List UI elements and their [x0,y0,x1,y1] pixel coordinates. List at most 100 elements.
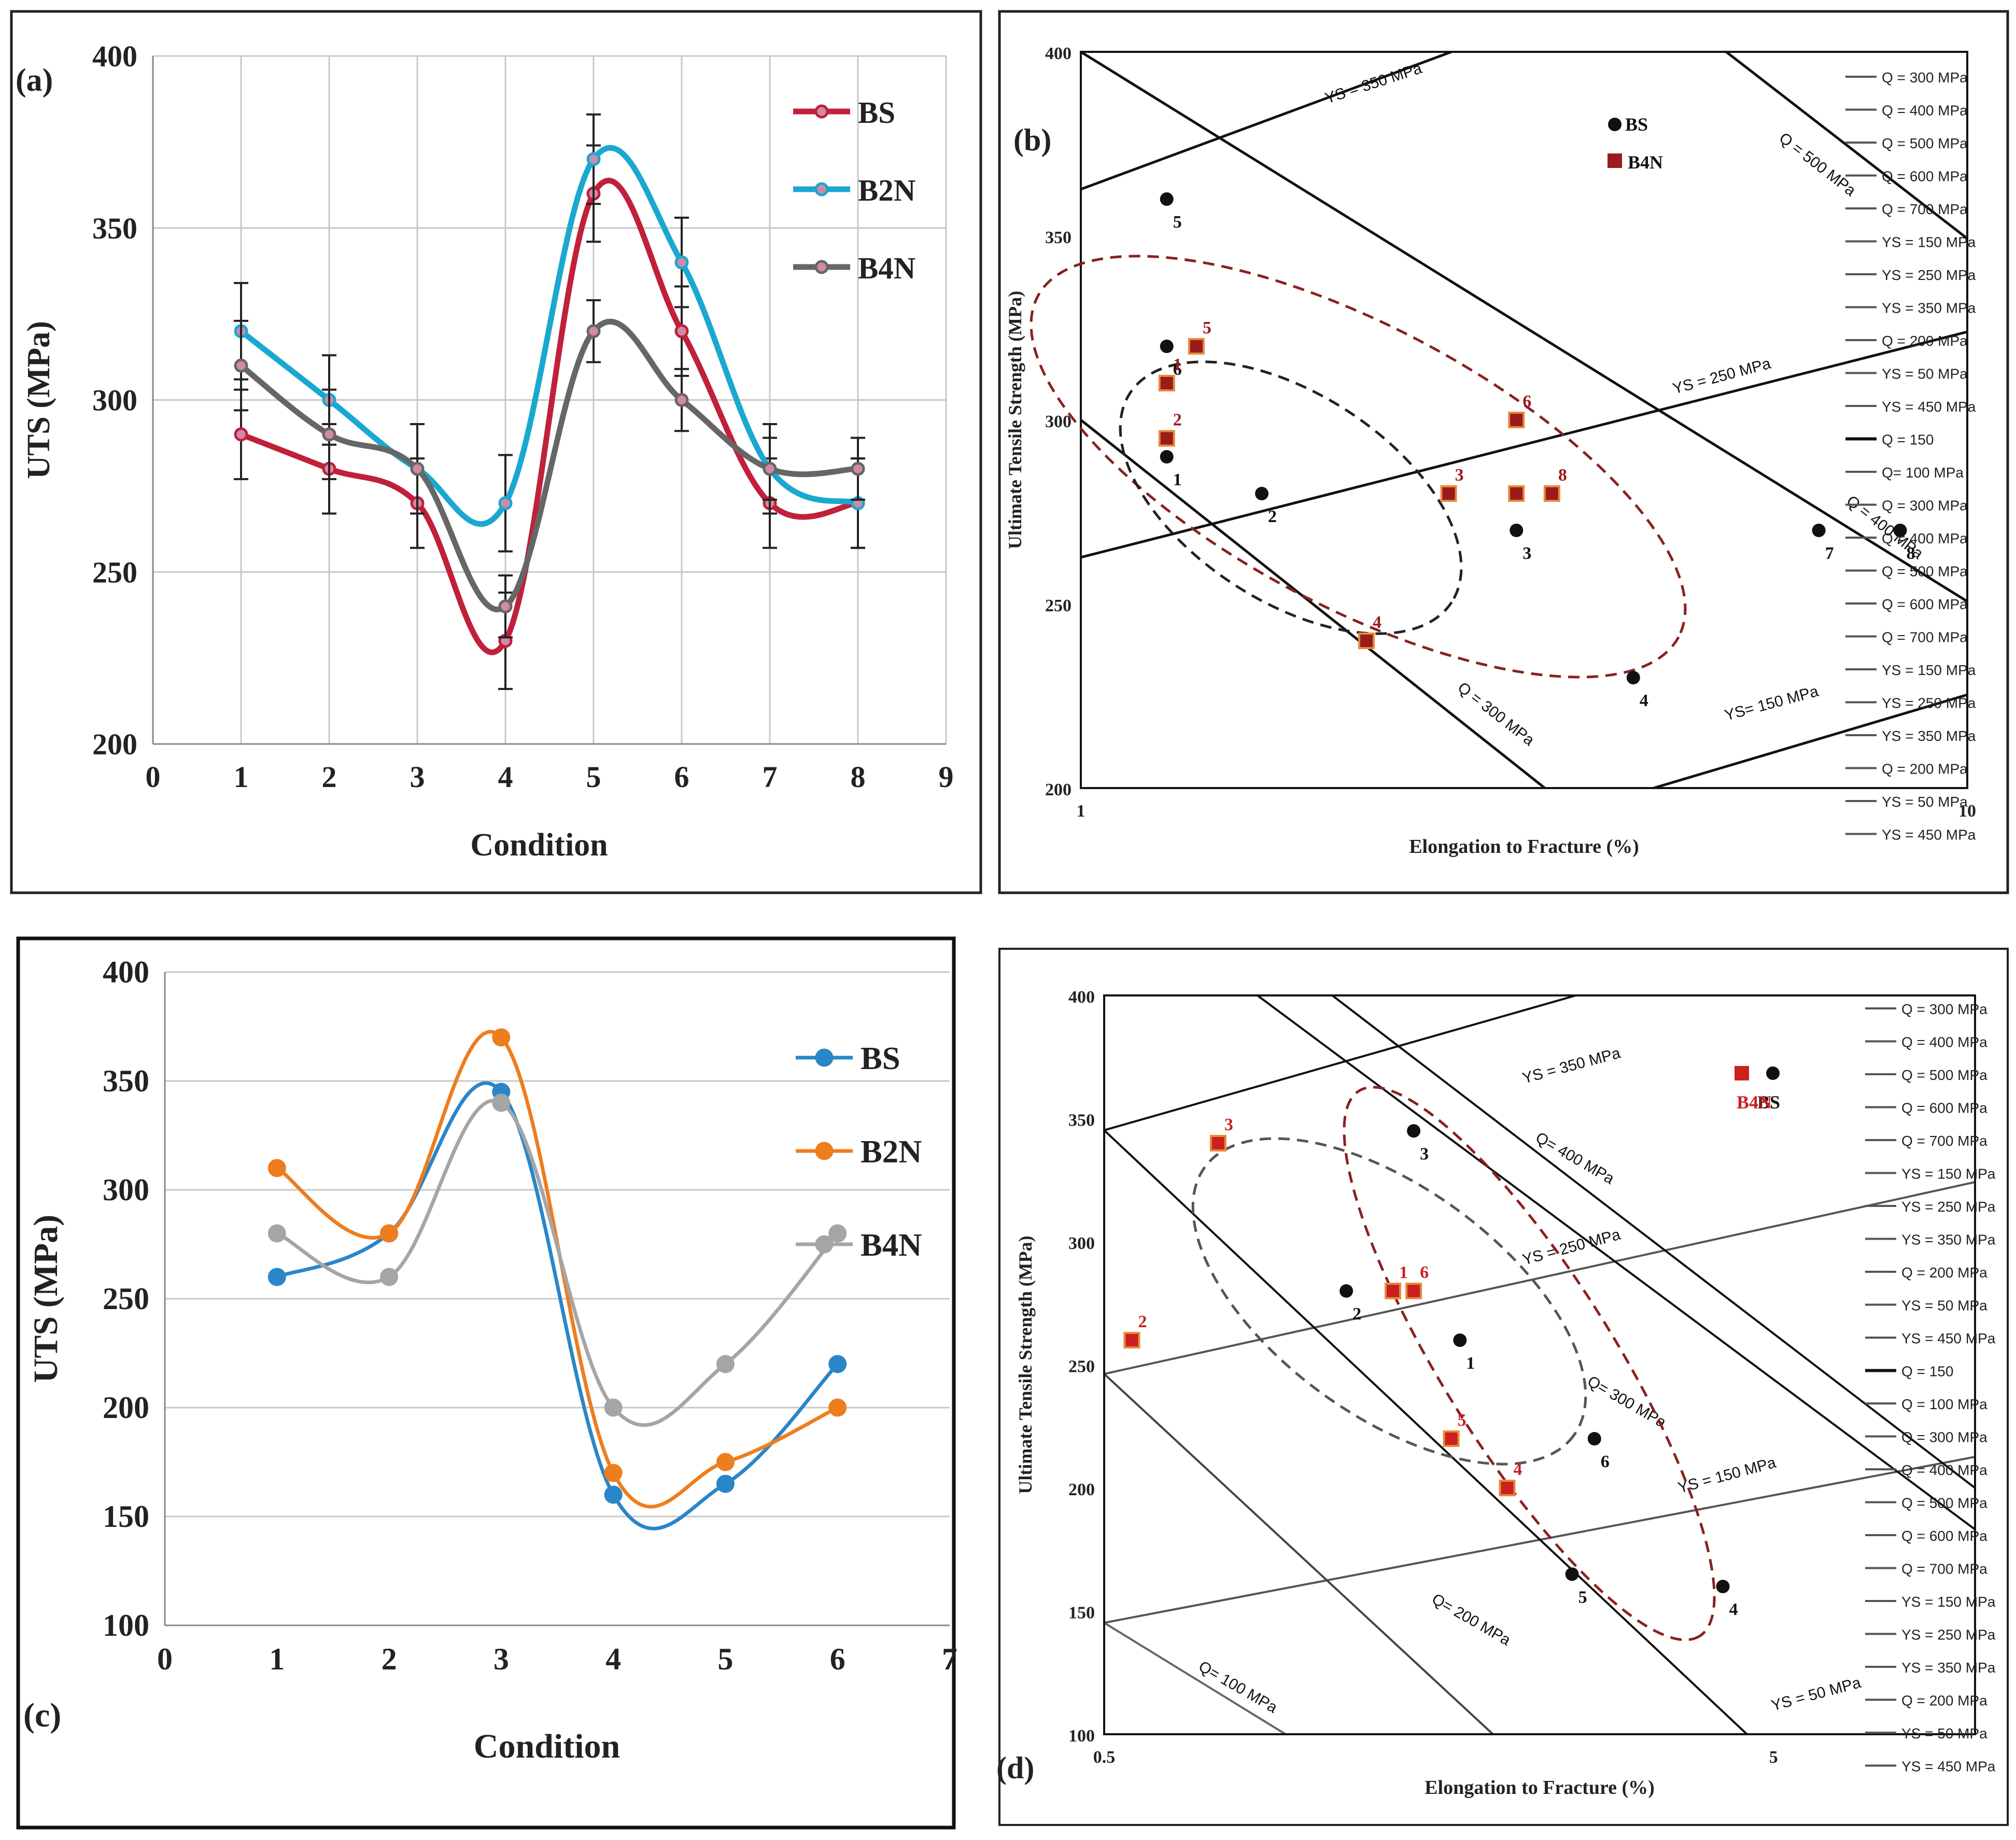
legend-marker-b2n [814,182,829,196]
data-point-label-b4n: 4 [1373,613,1381,632]
x-tick-label: 0 [146,760,161,794]
iso-legend-label: Q = 300 MPa [1901,1429,1987,1445]
x-tick-label: 7 [763,760,778,794]
series-line-bs [240,177,858,655]
data-point-bs [828,1355,847,1373]
x-tick-label: 10 [1958,802,1976,821]
data-point-label-bs: 7 [1825,544,1834,563]
legend-marker-b4n [814,260,829,274]
iso-legend-label: YS = 450 MPa [1882,399,1976,415]
iso-legend-label: YS = 150 MPa [1901,1594,1996,1610]
data-point-label-bs: 2 [1352,1304,1361,1324]
legend-label-bs: BS [1757,1092,1780,1113]
data-point-label-bs: 4 [1640,691,1648,710]
x-axis-title: Condition [474,1727,620,1765]
data-point-b4n [1508,412,1525,428]
data-point-b4n [851,461,865,476]
data-point-bs [1565,1567,1579,1581]
data-point-label-bs: 3 [1522,544,1531,563]
data-point-b2n [492,1028,511,1047]
data-point-b2n [828,1398,847,1417]
data-point-bs [1893,524,1907,537]
data-point-bs [1587,1432,1601,1445]
y-tick-label: 400 [1068,988,1095,1007]
iso-line-label: YS = 150 MPa [1676,1454,1778,1497]
iso-legend-label: Q = 400 MPa [1901,1034,1987,1050]
data-point-label-bs: 1 [1466,1354,1475,1373]
x-tick-label: 0 [157,1642,173,1676]
iso-legend-label: YS = 150 MPa [1882,662,1976,678]
y-tick-label: 200 [92,727,137,761]
data-point-b4n [1508,485,1525,502]
y-axis-title: UTS (MPa) [21,321,57,479]
x-tick-label: 5 [717,1642,733,1676]
data-point-bs [1716,1580,1730,1593]
x-tick-label: 8 [851,760,866,794]
legend-label-b4n: B4N [861,1227,922,1263]
panel-label: (c) [23,1696,61,1734]
y-axis-title: Ultimate Tensile Strength (MPa) [1005,291,1025,549]
iso-legend-label: Q = 150 [1882,432,1934,448]
y-tick-label: 300 [1045,412,1072,431]
iso-legend-label: Q = 600 MPa [1882,168,1968,185]
legend-marker-bs [814,104,829,119]
data-point-label-b4n: 6 [1420,1263,1429,1282]
x-tick-label: 7 [942,1642,957,1676]
iso-legend-label: Q = 700 MPa [1901,1133,1987,1149]
x-tick-label: 4 [605,1642,621,1676]
data-point-b4n [828,1224,847,1243]
iso-legend-label: YS = 50 MPa [1901,1298,1987,1314]
iso-legend-label: Q = 700 MPa [1901,1561,1987,1577]
data-point-b2n [267,1159,286,1177]
iso-legend-label: Q = 100 MPa [1901,1396,1987,1412]
iso-line [1081,52,1967,603]
data-point-label-bs: 8 [1907,544,1915,563]
data-point-b4n [1385,1283,1402,1299]
data-point-label-b4n: 4 [1513,1460,1522,1479]
iso-legend-label: YS = 350 MPa [1882,728,1976,744]
y-axis-title: Ultimate Tensile Strength (MPa) [1015,1235,1036,1494]
iso-legend-label: Q = 500 MPa [1882,564,1968,580]
iso-legend-label: YS = 450 MPa [1882,827,1976,843]
data-point-b4n [1499,1480,1516,1496]
x-tick-label: 0.5 [1093,1748,1116,1767]
y-tick-label: 100 [1068,1726,1095,1746]
iso-line-label: YS = 350 MPa [1323,60,1424,107]
legend-marker-b2n [815,1142,834,1160]
iso-legend-label: YS = 150 MPa [1901,1166,1996,1182]
iso-legend-label: Q = 150 [1901,1364,1953,1380]
iso-lines [1104,995,1975,1734]
iso-line-label: Q= 200 MPa [1429,1590,1514,1649]
data-point-b2n [380,1224,399,1243]
y-tick-label: 100 [103,1608,149,1642]
data-point-b4n [322,427,336,442]
x-tick-label: 3 [410,760,425,794]
data-point-b4n [586,324,601,339]
iso-legend-label: YS = 450 MPa [1901,1759,1996,1775]
data-point-bs [1340,1284,1354,1298]
data-point-b2n [498,496,513,511]
x-tick-label: 1 [269,1642,285,1676]
iso-line-label: Q = 300 MPa [1455,679,1538,750]
y-tick-label: 400 [1045,44,1072,63]
data-point-bs [1812,524,1826,537]
series-line-b4n [276,1099,839,1427]
iso-line [1256,995,1975,1530]
iso-legend-label: YS = 50 MPa [1882,794,1968,810]
grouping-ellipse [1119,360,1463,635]
x-tick-label: 2 [322,760,337,794]
iso-legend-label: Q = 300 MPa [1882,69,1968,86]
data-point-b4n [1188,338,1205,355]
iso-line [1331,995,1975,1489]
iso-line-label: YS = 350 MPa [1520,1045,1623,1087]
x-tick-label: 4 [498,760,513,794]
iso-legend-label: YS = 350 MPa [1882,300,1976,316]
iso-line [1725,52,1967,240]
data-point-b4n [492,1093,511,1112]
x-tick-label: 2 [382,1642,397,1676]
data-point-bs [267,1268,286,1286]
panel-a-chart: 200 250 300 350 400 0 1 2 3 4 5 6 7 8 9 Condition UTS (M… [16,39,954,863]
x-tick-label: 6 [830,1642,845,1676]
data-point-b4n [1443,1430,1460,1447]
